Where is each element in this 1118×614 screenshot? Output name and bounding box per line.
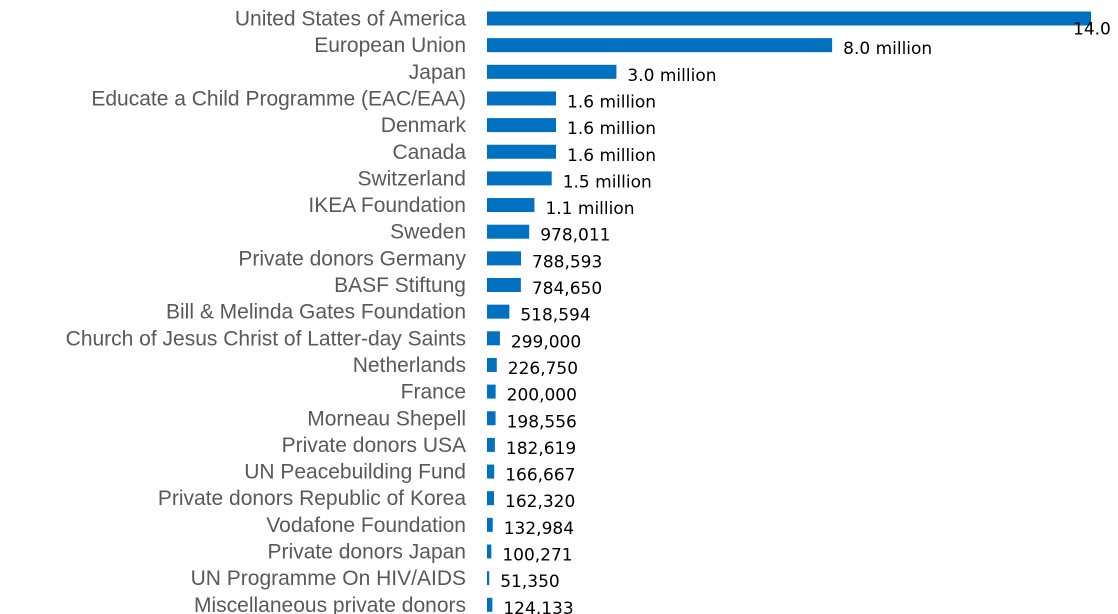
bars-layer — [487, 11, 1091, 612]
bar — [487, 491, 494, 506]
category-label: UN Programme On HIV/AIDS — [191, 567, 466, 590]
value-label: 198,556 — [507, 412, 577, 432]
bar — [487, 198, 535, 213]
value-label: 182,619 — [506, 439, 576, 459]
value-label: 299,000 — [511, 332, 581, 352]
category-label: Church of Jesus Christ of Latter-day Sai… — [66, 327, 466, 350]
bar — [487, 517, 493, 532]
bar — [487, 571, 490, 586]
category-label: Japan — [409, 61, 466, 84]
bar — [487, 224, 530, 239]
bar — [487, 437, 495, 452]
value-label: 132,984 — [504, 519, 574, 539]
category-label: Vodafone Foundation — [266, 514, 466, 537]
bar — [487, 597, 493, 612]
value-label: 1.6 million — [567, 92, 656, 112]
category-label: Morneau Shepell — [307, 407, 466, 430]
value-label: 978,011 — [540, 226, 610, 246]
bar — [487, 464, 495, 479]
category-label: Educate a Child Programme (EAC/EAA) — [91, 87, 466, 110]
value-label: 1.6 million — [567, 146, 656, 166]
value-label: 784,650 — [532, 279, 602, 299]
category-label: Denmark — [381, 114, 467, 137]
bar — [487, 384, 496, 399]
value-label: 1.6 million — [567, 119, 656, 139]
value-label: 1.1 million — [545, 199, 634, 219]
category-label: European Union — [314, 34, 466, 57]
category-label: Private donors Germany — [238, 247, 466, 270]
bar — [487, 304, 510, 319]
category-label: BASF Stiftung — [334, 274, 466, 297]
category-label: Canada — [392, 141, 466, 164]
value-label: 100,271 — [502, 546, 572, 566]
value-label: 162,320 — [505, 492, 575, 512]
category-label: Sweden — [390, 221, 466, 244]
bar — [487, 64, 617, 79]
category-label: Private donors Republic of Korea — [158, 487, 466, 510]
bar — [487, 411, 496, 426]
bar — [487, 278, 521, 292]
category-label: UN Peacebuilding Fund — [244, 461, 466, 484]
value-label: 518,594 — [520, 306, 590, 326]
category-label: Bill & Melinda Gates Foundation — [166, 301, 466, 324]
bar — [487, 118, 557, 133]
category-label: Private donors Japan — [268, 541, 466, 564]
value-label: 788,593 — [532, 252, 602, 272]
value-label: 14.0 — [1073, 20, 1111, 40]
value-label: 200,000 — [507, 386, 577, 406]
category-label: Miscellaneous private donors — [194, 594, 466, 614]
category-label: United States of America — [235, 8, 466, 31]
bar — [487, 91, 557, 106]
bar — [487, 144, 557, 159]
category-label: IKEA Foundation — [308, 194, 466, 217]
value-label: 51,350 — [500, 572, 559, 592]
category-label: France — [401, 381, 466, 404]
value-label: 3.0 million — [627, 66, 716, 86]
bar — [487, 331, 500, 346]
value-label: 8.0 million — [843, 39, 932, 59]
category-labels: United States of America European Union Ja… — [66, 8, 467, 614]
value-label: 166,667 — [505, 466, 575, 486]
bar — [487, 38, 833, 53]
category-label: Private donors USA — [282, 434, 466, 457]
category-label: Netherlands — [353, 354, 466, 377]
bar — [487, 171, 552, 186]
value-labels: 14.0 8.0 million 3.0 million 1.6 million 1.6… — [500, 20, 1111, 614]
bar — [487, 251, 522, 266]
value-label: 124,133 — [503, 599, 573, 614]
bar — [487, 544, 492, 559]
value-label: 226,750 — [508, 359, 578, 379]
value-label: 1.5 million — [563, 172, 652, 192]
bar — [487, 357, 497, 372]
category-label: Switzerland — [357, 167, 466, 190]
bar — [487, 11, 1091, 26]
